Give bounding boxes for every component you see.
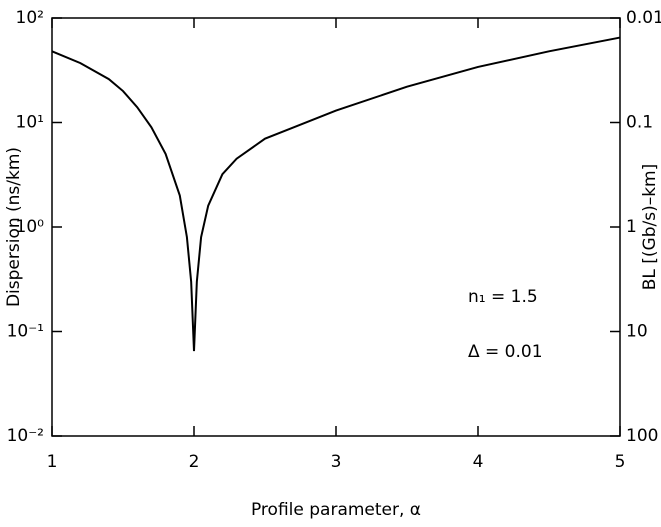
annotation: n₁ = 1.5 [468, 287, 538, 307]
y2-axis-label: BL [(Gb/s)–km] [640, 164, 660, 291]
x-tick-label: 5 [615, 452, 626, 472]
x-tick-label: 1 [47, 452, 58, 472]
y-tick-label: 10⁻¹ [7, 322, 44, 342]
y-tick-label: 10⁰ [16, 217, 45, 237]
y2-tick-label: 10 [626, 322, 648, 342]
y2-tick-label: 0.01 [626, 8, 661, 28]
y-tick-label: 10⁻² [7, 426, 44, 446]
data-line [51, 36, 621, 352]
x-tick-label: 4 [473, 452, 484, 472]
y-axis-label: Dispersion (ns/km) [4, 147, 24, 307]
x-axis-label: Profile parameter, α [251, 500, 421, 520]
x-tick-label: 3 [331, 452, 342, 472]
y2-tick-label: 1 [626, 217, 637, 237]
x-tick-label: 2 [189, 452, 200, 472]
annotation: Δ = 0.01 [468, 342, 543, 362]
y2-tick-label: 0.1 [626, 113, 653, 133]
y2-tick-label: 100 [626, 426, 658, 446]
plot-frame [51, 17, 621, 437]
y-tick-label: 10² [16, 8, 44, 28]
y-tick-label: 10¹ [16, 113, 44, 133]
